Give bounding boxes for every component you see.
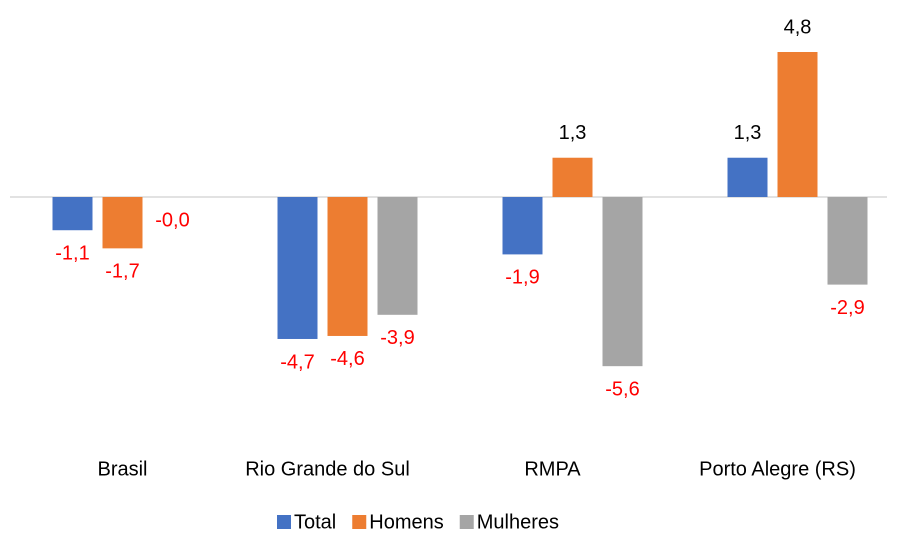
value-label: -4,6 [330,348,364,370]
bar [277,197,318,339]
x-tick-label: Rio Grande do Sul [245,458,410,480]
bar [552,157,593,197]
value-label: 4,8 [784,16,812,38]
value-label: -5,6 [605,378,639,400]
value-label: 1,3 [559,122,587,144]
bar [502,197,543,255]
bar [52,197,93,231]
x-tick-label: RMPA [524,458,581,480]
value-label: -2,9 [830,297,864,319]
value-label: -1,7 [105,261,139,283]
bar [377,197,418,315]
legend-label: Total [294,511,336,533]
legend-swatch [352,515,367,529]
legend-swatch [459,515,474,529]
legend-swatch [277,515,291,529]
value-label: -1,9 [505,267,539,289]
legend-label: Homens [369,511,443,533]
bar [827,197,868,285]
bar [102,197,143,249]
value-label: -0,0 [155,209,189,231]
x-tick-label: Porto Alegre (RS) [699,458,856,480]
value-label: -3,9 [380,327,414,349]
value-label: -1,1 [55,243,89,265]
value-label: 1,3 [734,122,762,144]
x-tick-label: Brasil [97,458,147,480]
bar [327,197,368,336]
bar [602,197,643,367]
legend-label: Mulheres [477,511,559,533]
bar [727,157,768,197]
bar [777,52,818,197]
value-label: -4,7 [280,351,314,373]
